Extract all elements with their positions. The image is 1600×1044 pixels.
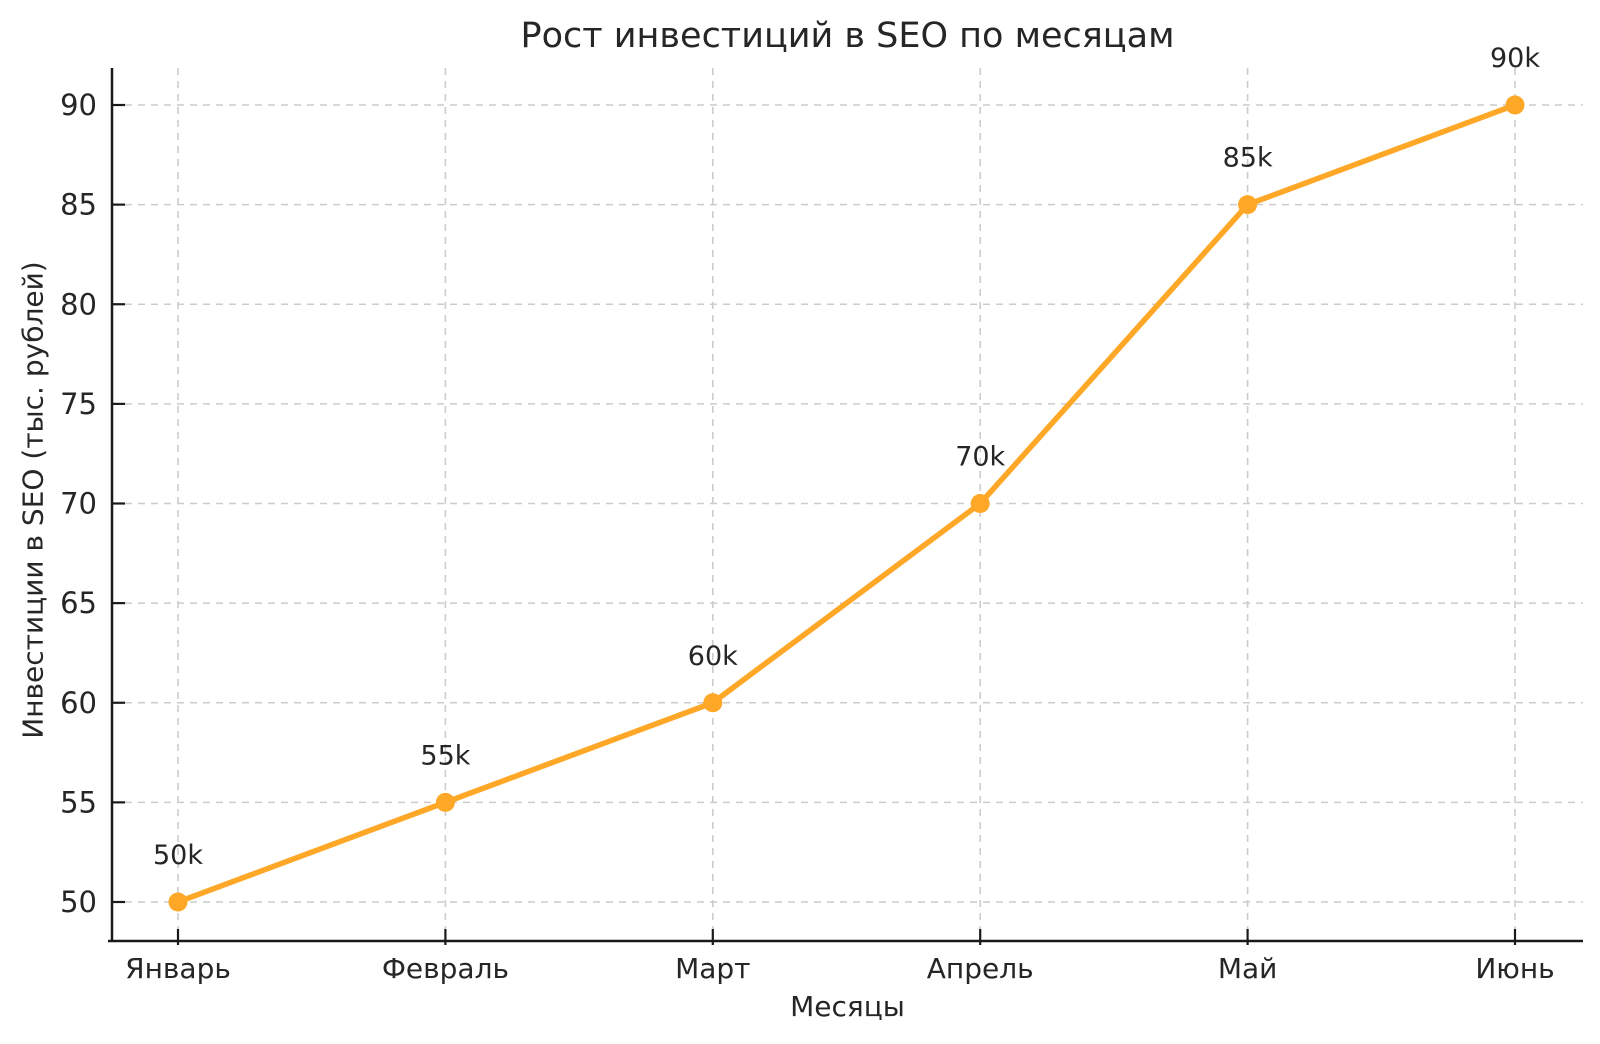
data-point-label: 90k — [1490, 43, 1540, 74]
y-tick-label: 80 — [60, 287, 97, 321]
y-tick-label: 50 — [60, 885, 97, 919]
data-point-marker — [168, 892, 188, 912]
y-tick-label: 60 — [60, 686, 97, 720]
data-point-label: 50k — [153, 840, 203, 871]
x-tick-label: Февраль — [382, 952, 509, 985]
y-tick-label: 75 — [60, 387, 97, 421]
y-tick-label: 90 — [60, 88, 97, 122]
x-tick-label: Январь — [125, 952, 231, 985]
data-point-label: 55k — [420, 740, 470, 771]
y-tick-label: 65 — [60, 586, 97, 620]
data-point-label: 60k — [688, 641, 738, 672]
x-tick-label: Апрель — [927, 952, 1034, 985]
data-point-marker — [1238, 195, 1258, 215]
y-tick-label: 85 — [60, 188, 97, 222]
data-point-marker — [435, 792, 455, 812]
x-tick-label: Июнь — [1475, 952, 1554, 985]
y-axis-label: Инвестиции в SEO (тыс. рублей) — [16, 261, 50, 739]
data-point-marker — [1505, 95, 1525, 115]
data-point-marker — [703, 693, 723, 713]
data-line — [175, 102, 1518, 905]
x-axis-label: Месяцы — [790, 990, 905, 1023]
data-point-marker — [970, 494, 990, 513]
data-point-label: 70k — [955, 442, 1005, 473]
data-point-label: 85k — [1223, 143, 1273, 174]
y-tick-label: 55 — [60, 785, 97, 819]
x-tick-label: Май — [1218, 952, 1278, 985]
x-tick-label: Март — [675, 952, 750, 985]
y-tick-label: 70 — [60, 487, 97, 521]
chart-title: Рост инвестиций в SEO по месяцам — [520, 16, 1175, 56]
